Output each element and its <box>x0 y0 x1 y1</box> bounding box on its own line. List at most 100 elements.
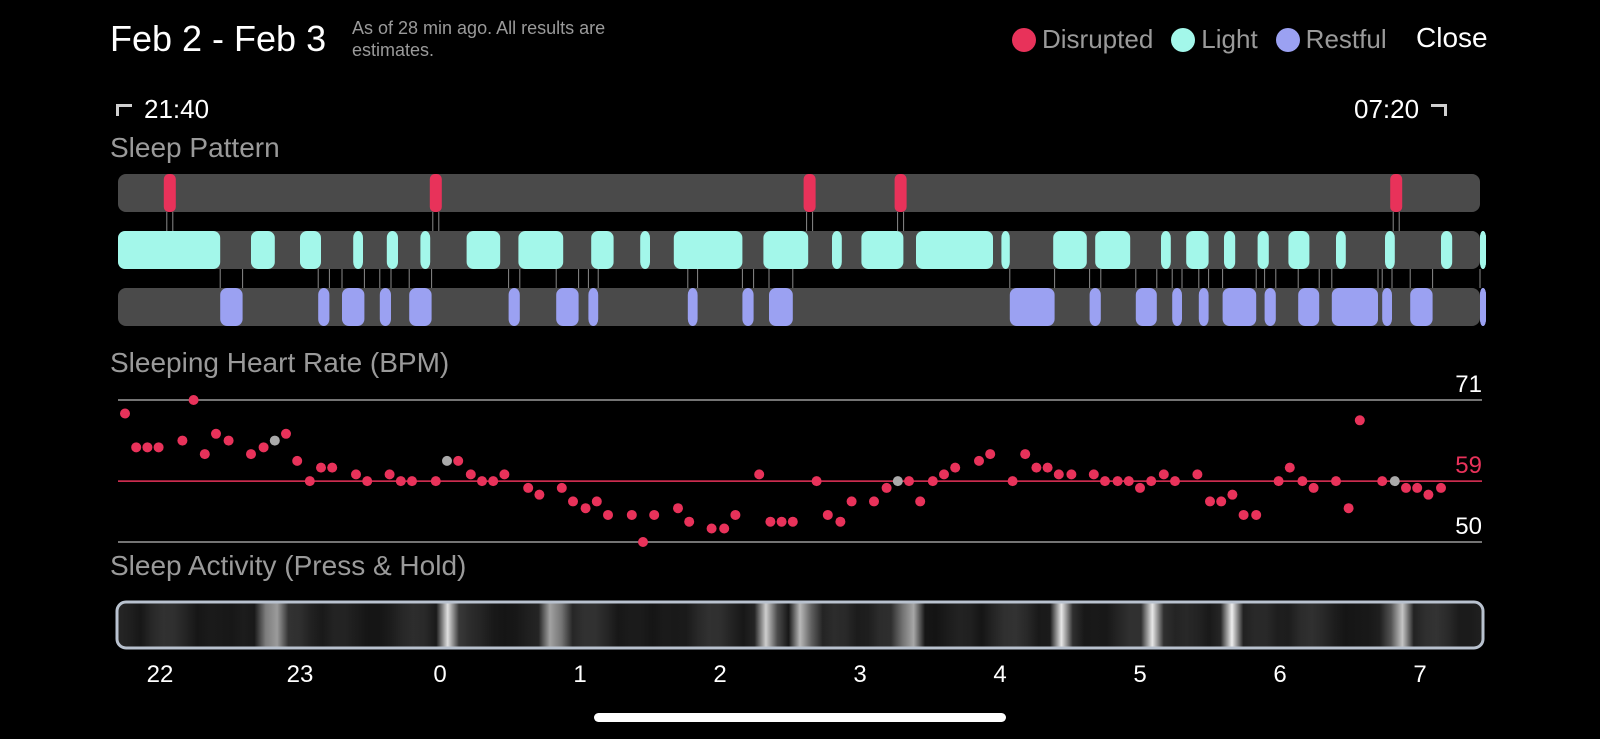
sleep-pattern-title: Sleep Pattern <box>110 132 280 163</box>
heart-rate-point <box>974 455 984 466</box>
heart-rate-point <box>706 523 717 534</box>
heart-rate-point <box>199 449 210 460</box>
light-segment <box>1095 231 1131 269</box>
light-segment <box>300 231 321 269</box>
heart-rate-point <box>1436 482 1446 493</box>
restful-segment <box>556 288 579 326</box>
light-segment <box>1001 231 1010 269</box>
sleep-activity-strip <box>115 600 1485 650</box>
heart-rate-point <box>1146 476 1157 487</box>
close-button[interactable]: Close <box>1416 22 1488 53</box>
legend-item-light: Light <box>1171 24 1258 55</box>
heart-rate-point <box>1042 462 1053 473</box>
legend-item-restful: Restful <box>1275 24 1387 55</box>
heart-rate-point <box>362 476 373 487</box>
heart-rate-point <box>351 469 361 480</box>
heart-rate-point <box>939 469 949 480</box>
time-axis-tick-label: 23 <box>287 661 314 688</box>
restful-segment <box>742 288 754 326</box>
restful-segment <box>1089 288 1101 326</box>
home-indicator[interactable] <box>594 713 1006 722</box>
heart-rate-point <box>120 408 130 419</box>
time-axis-tick-label: 0 <box>433 661 446 688</box>
heart-rate-point <box>1100 476 1110 487</box>
restful-segment <box>1198 288 1209 326</box>
pattern-connectors <box>166 212 1481 288</box>
disrupted-segment <box>429 174 442 212</box>
light-segment <box>466 231 501 269</box>
light-segment <box>251 231 275 269</box>
heart-rate-point <box>1066 469 1077 480</box>
light-segment <box>386 231 398 269</box>
heart-rate-point <box>1031 462 1042 473</box>
heart-rate-labels: 71 59 50 <box>1455 371 1482 540</box>
min-label: 50 <box>1455 513 1482 540</box>
heart-rate-point <box>407 476 417 487</box>
restful-segment <box>687 288 698 326</box>
light-segment <box>1257 231 1269 269</box>
heart-rate-point <box>927 476 938 487</box>
light-segment <box>518 231 564 269</box>
heart-rate-point <box>556 482 567 493</box>
heart-rate-point <box>304 476 315 487</box>
light-segment <box>1161 231 1171 269</box>
disrupted-segment <box>803 174 816 212</box>
end-time-label: 07:20 <box>1354 94 1420 124</box>
heart-rate-point <box>1238 509 1249 520</box>
time-axis-tick-label: 2 <box>713 661 726 688</box>
heart-rate-point <box>211 428 221 439</box>
heart-rate-points <box>120 395 1446 547</box>
light-segment <box>1480 231 1486 269</box>
time-axis: 22 23 0 1 2 3 4 5 6 7 <box>147 661 1427 688</box>
heart-rate-point <box>881 482 892 493</box>
heart-rate-lines <box>118 399 1482 543</box>
legend-label-disrupted: Disrupted <box>1042 24 1154 54</box>
pattern-track-disrupted <box>118 174 1480 212</box>
restful-segment <box>588 288 599 326</box>
heart-rate-point <box>316 462 326 473</box>
legend: Disrupted Light Restful <box>1012 24 1387 55</box>
heart-rate-point <box>684 516 695 527</box>
heart-rate-point <box>188 395 199 405</box>
start-time: 21:40 <box>116 94 209 125</box>
heart-rate-point <box>281 428 291 439</box>
time-axis-tick-label: 6 <box>1273 661 1286 688</box>
restful-segment <box>220 288 243 326</box>
restful-segment <box>1264 288 1276 326</box>
heart-rate-point <box>1377 476 1388 487</box>
restful-segment <box>1298 288 1320 326</box>
heart-rate-point <box>649 509 660 520</box>
heart-rate-point <box>603 509 613 520</box>
heart-rate-point <box>1007 476 1018 487</box>
heart-rate-point <box>1273 476 1284 487</box>
activity-border <box>115 600 1485 650</box>
restful-segment <box>1135 288 1157 326</box>
heart-rate-point <box>835 516 846 527</box>
restful-segment <box>318 288 330 326</box>
heart-rate-point <box>177 435 188 446</box>
restful-segment <box>1222 288 1257 326</box>
heart-rate-point <box>131 442 142 453</box>
heart-rate-point <box>1343 503 1354 514</box>
light-dot-icon <box>1171 27 1196 52</box>
heart-rate-point <box>1284 462 1295 473</box>
activity-fill <box>118 603 1482 647</box>
heart-rate-point <box>1331 476 1341 487</box>
heart-rate-point <box>869 496 879 507</box>
heart-rate-point <box>1423 489 1434 500</box>
heart-rate-point <box>719 523 730 534</box>
light-segment <box>1288 231 1310 269</box>
heart-rate-point <box>1297 476 1308 487</box>
heart-rate-point <box>730 509 741 520</box>
heart-rate-point <box>477 476 487 487</box>
heart-rate-point <box>580 503 591 514</box>
heart-rate-point <box>1123 476 1134 487</box>
light-segment <box>1224 231 1236 269</box>
disrupted-segment <box>894 174 907 212</box>
light-segment <box>673 231 743 269</box>
light-segment <box>118 231 221 269</box>
restful-segment <box>1382 288 1392 326</box>
restful-segment <box>1480 288 1486 326</box>
time-axis-tick-label: 3 <box>853 661 866 688</box>
